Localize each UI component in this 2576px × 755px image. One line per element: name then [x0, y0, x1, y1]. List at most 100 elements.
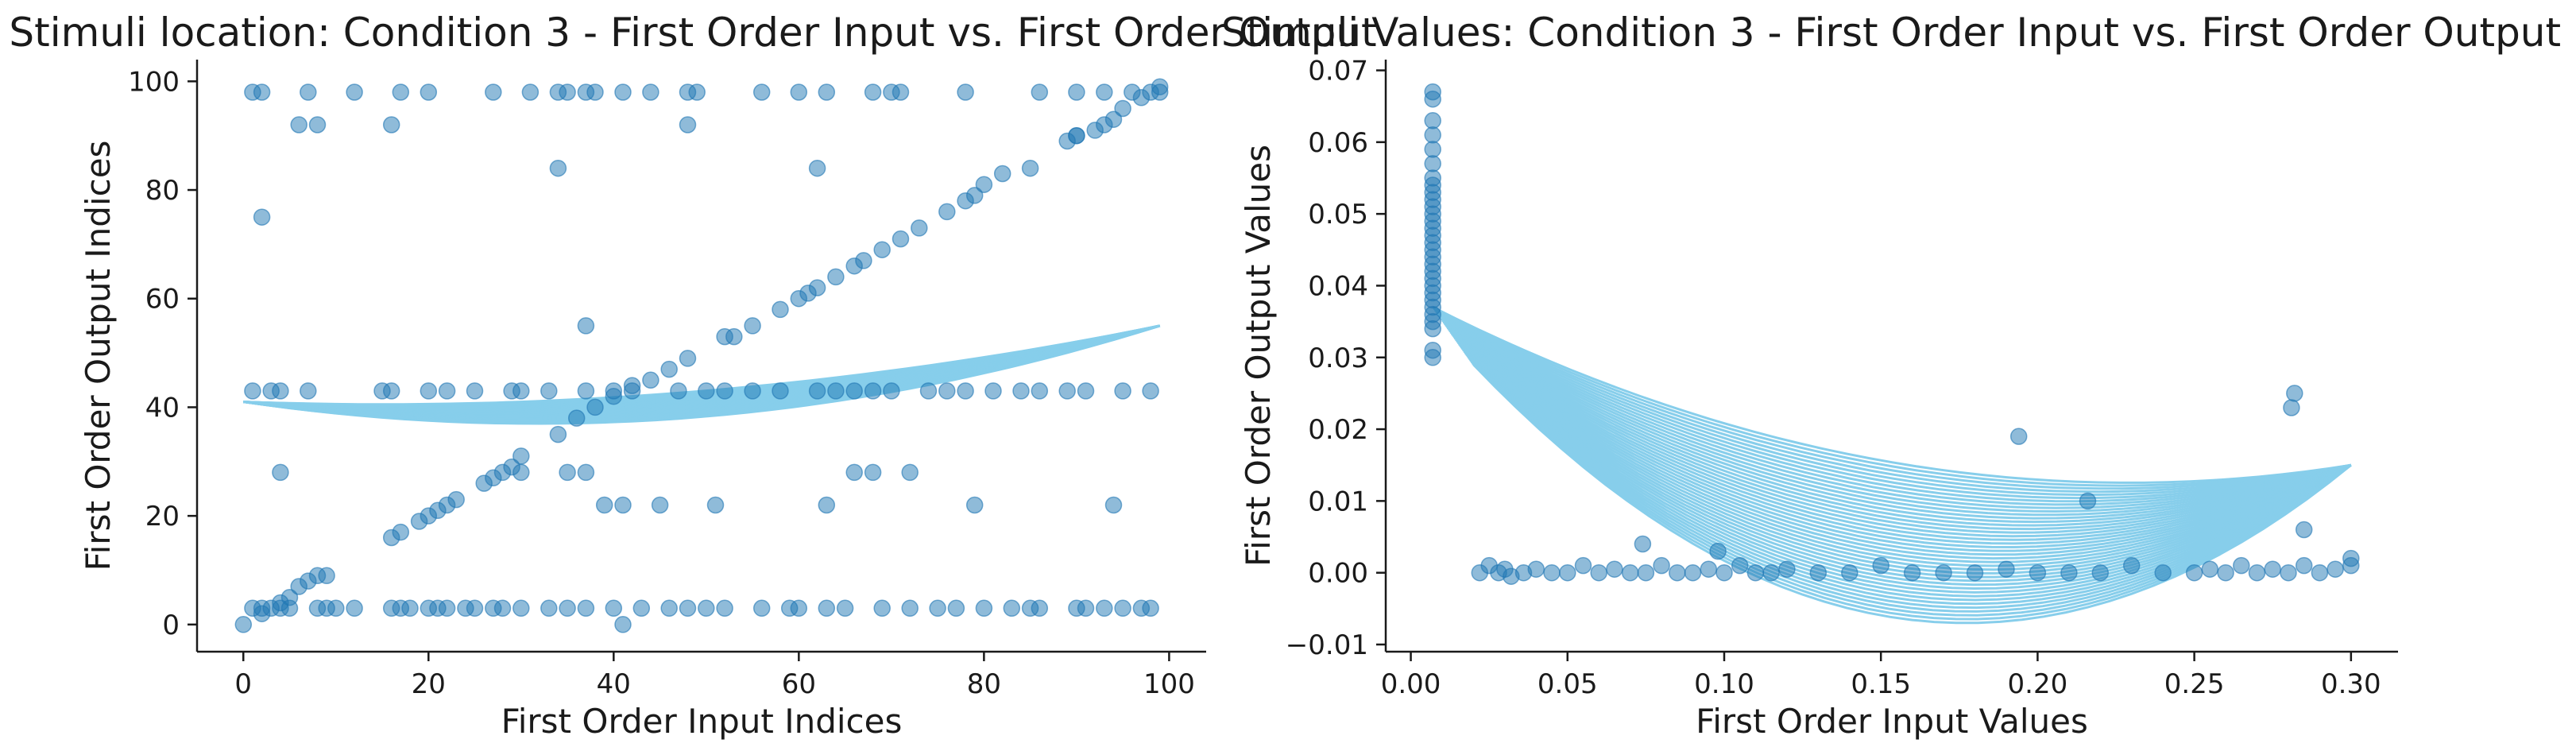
data-point — [300, 83, 317, 101]
y-tick-label: 0.04 — [1308, 270, 1368, 302]
curve-line — [1463, 350, 2352, 590]
data-point — [873, 599, 891, 618]
curve-line — [1464, 351, 2352, 594]
curve-line — [1472, 363, 2352, 625]
data-point — [438, 382, 456, 400]
data-point — [1762, 563, 1780, 582]
data-point — [1424, 112, 1441, 130]
data-point — [1496, 560, 1514, 578]
x-tick-label: 100 — [1143, 668, 1195, 700]
curve-line — [1449, 331, 2352, 541]
curve-line — [1466, 354, 2352, 602]
data-point — [614, 83, 632, 101]
data-point — [420, 83, 438, 101]
data-point — [1621, 563, 1639, 582]
data-point — [2079, 492, 2097, 510]
curve-line — [1462, 349, 2352, 587]
data-point — [614, 616, 632, 633]
data-point — [1684, 563, 1702, 582]
curve-line — [1448, 328, 2352, 534]
data-point — [2295, 521, 2313, 539]
data-point — [1424, 319, 1441, 338]
data-point — [679, 350, 697, 367]
x-tick-label: 0.20 — [2008, 668, 2068, 700]
data-point — [1669, 563, 1686, 582]
data-point — [670, 382, 687, 400]
data-point — [901, 599, 919, 618]
data-point — [836, 599, 854, 618]
data-point — [1104, 110, 1123, 128]
data-point — [929, 599, 946, 618]
x-tick-label: 40 — [597, 668, 631, 700]
data-point — [1590, 563, 1607, 582]
curve-line — [1434, 308, 2352, 490]
data-point — [623, 382, 641, 400]
data-point — [586, 83, 604, 101]
curve-line — [1470, 361, 2352, 617]
x-tick-label: 0.00 — [1381, 668, 1441, 700]
data-point — [965, 496, 984, 514]
data-point — [752, 599, 771, 618]
y-tick-label: 60 — [145, 284, 180, 316]
data-point — [752, 83, 771, 101]
curve-line — [1436, 312, 2352, 496]
data-point — [1424, 141, 1441, 158]
data-point — [864, 83, 882, 101]
data-point — [864, 382, 882, 400]
data-point — [790, 83, 808, 101]
data-point — [466, 382, 484, 400]
curve-line — [1442, 320, 2352, 517]
data-point — [447, 490, 465, 509]
data-point — [1966, 563, 1984, 582]
data-point — [346, 83, 363, 101]
data-point — [577, 463, 595, 482]
curve-line — [1440, 318, 2352, 509]
data-point — [1031, 83, 1049, 101]
left-chart: 0 20 40 60 80 100 0 20 40 60 80 100 Stimuli locatio… — [9, 10, 1376, 741]
data-point — [2233, 556, 2250, 575]
data-point — [984, 382, 1002, 400]
data-point — [290, 116, 307, 134]
data-point — [318, 599, 335, 618]
data-point — [827, 268, 845, 286]
curve-line — [1441, 319, 2352, 513]
chart-title: Stimuli Values: Condition 3 - First Orde… — [1221, 10, 2561, 56]
y-axis-label: First Order Output Values — [1239, 145, 1278, 567]
x-tick-label: 0.25 — [2164, 668, 2225, 700]
data-point — [808, 382, 826, 400]
scatter-points — [234, 78, 1169, 633]
data-point — [521, 83, 540, 101]
data-point — [2201, 560, 2219, 578]
chart-title: Stimuli location: Condition 3 - First Or… — [9, 10, 1376, 56]
data-point — [1114, 599, 1131, 618]
data-point — [559, 463, 576, 482]
curve-line — [1438, 315, 2352, 503]
data-point — [744, 317, 761, 335]
data-point — [2248, 563, 2266, 582]
data-point — [2286, 385, 2303, 402]
data-point — [1424, 155, 1441, 172]
data-point — [420, 382, 438, 400]
data-point — [1746, 563, 1765, 582]
data-point — [965, 187, 984, 204]
data-point — [975, 599, 993, 618]
data-point — [1872, 556, 1889, 575]
x-tick-label: 80 — [967, 668, 1001, 700]
data-point — [577, 317, 595, 335]
curve-line — [1445, 323, 2352, 524]
data-point — [632, 599, 651, 618]
data-point — [1559, 563, 1576, 582]
data-point — [1709, 542, 1727, 560]
x-tick-label: 60 — [782, 668, 816, 700]
data-point — [2154, 563, 2172, 582]
data-point — [1731, 556, 1749, 575]
data-point — [457, 599, 474, 618]
data-point — [382, 382, 400, 400]
y-tick-label: 0.06 — [1308, 127, 1368, 159]
data-point — [1998, 560, 2015, 578]
data-point — [1114, 99, 1131, 118]
data-point — [1424, 90, 1441, 108]
data-point — [272, 382, 289, 400]
data-point — [679, 599, 697, 618]
